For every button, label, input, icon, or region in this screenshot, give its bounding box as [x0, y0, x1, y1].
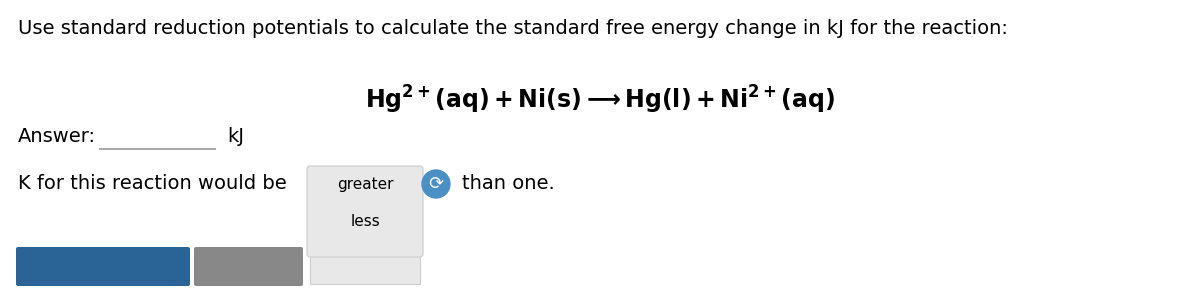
Text: kJ: kJ	[227, 127, 244, 146]
FancyBboxPatch shape	[310, 249, 420, 284]
Text: K for this reaction would be: K for this reaction would be	[18, 174, 287, 193]
Text: $\mathbf{Hg^{2+}(aq) + Ni(s){\longrightarrow} Hg(l) + Ni^{2+}(aq)}$: $\mathbf{Hg^{2+}(aq) + Ni(s){\longrighta…	[365, 84, 835, 116]
Text: Use standard reduction potentials to calculate the standard free energy change i: Use standard reduction potentials to cal…	[18, 19, 1008, 38]
Text: ⟳: ⟳	[428, 175, 444, 193]
Circle shape	[422, 170, 450, 198]
Text: Answer:: Answer:	[18, 127, 96, 146]
Text: greater: greater	[337, 177, 394, 192]
Text: than one.: than one.	[462, 174, 554, 193]
FancyBboxPatch shape	[16, 247, 190, 286]
Text: ✓: ✓	[330, 174, 347, 193]
Text: less: less	[350, 214, 380, 229]
FancyBboxPatch shape	[194, 247, 302, 286]
FancyBboxPatch shape	[307, 166, 424, 257]
